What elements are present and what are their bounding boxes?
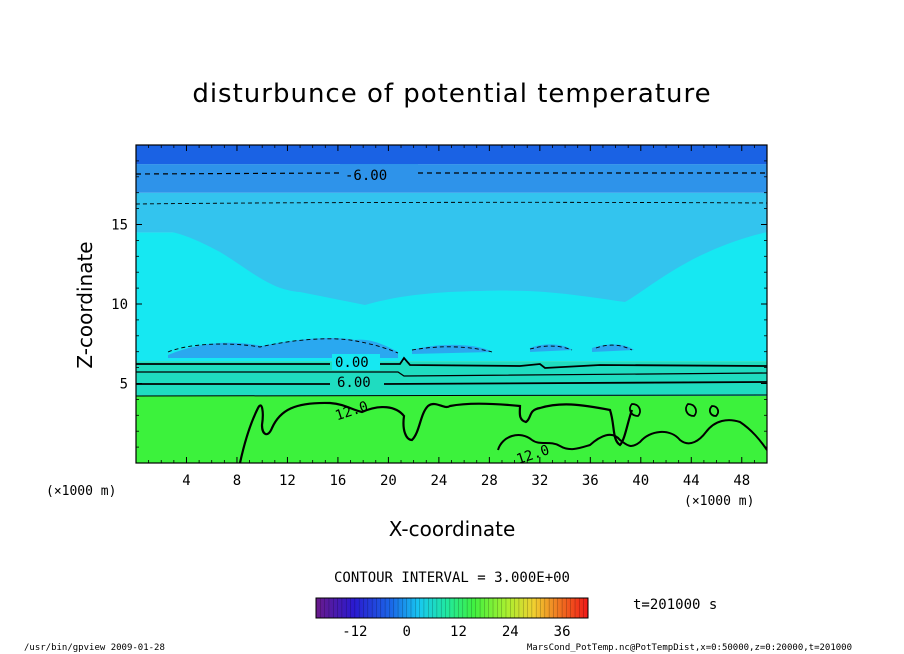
green-upper-band [136, 392, 767, 463]
color-level-band-5 [136, 145, 767, 165]
footer-right: MarsCond_PotTemp.nc@PotTempDist,x=0:5000… [527, 643, 852, 653]
colorbar-stripes [320, 598, 584, 618]
teal-transition-band [136, 362, 767, 396]
x-tick-label: 12 [279, 473, 296, 489]
contour-interval: CONTOUR INTERVAL = 3.000E+00 [334, 570, 570, 586]
contour-12-small-loops [629, 403, 719, 417]
colorbar-tick-label: -12 [342, 624, 367, 640]
y-axis: 5 10 15 [111, 160, 767, 448]
contour-lines [136, 172, 767, 463]
colorbar-fill [315, 597, 589, 619]
label-bg-6 [333, 375, 383, 391]
contour-neg3 [136, 201, 767, 205]
upper-blue-bulge [136, 200, 767, 305]
y-tick-label: 5 [120, 377, 128, 393]
contour-6 [136, 381, 767, 385]
x-axis-label: X-coordinate [389, 517, 516, 541]
label-bg-neg6 [340, 164, 418, 182]
colorbar-tick-label: 0 [402, 624, 410, 640]
x-tick-label: 48 [733, 473, 750, 489]
time-label: t=201000 s [633, 597, 717, 613]
contour-label-zero: 0.00 [335, 355, 369, 371]
contour-3 [136, 371, 767, 377]
colorbar-ticks: -12 0 12 24 36 [342, 624, 570, 640]
color-level-band-4 [136, 164, 767, 193]
footer-left: /usr/bin/gpview 2009-01-28 [24, 643, 165, 653]
contour-label-neg6: -6.00 [345, 168, 387, 184]
x-axis: 4 8 12 16 20 24 28 32 36 40 44 48 [148, 145, 768, 489]
x-tick-label: 40 [632, 473, 649, 489]
x-tick-label: 36 [582, 473, 599, 489]
y-tick-label: 15 [111, 218, 128, 234]
contour-12-left [238, 401, 634, 463]
colorbar-tick-label: 24 [502, 624, 519, 640]
x-tick-label: 20 [380, 473, 397, 489]
contour-12-right-blob [497, 419, 767, 451]
y-axis-label: Z-coordinate [73, 241, 97, 368]
x-tick-label: 32 [531, 473, 548, 489]
x-tick-label: 28 [481, 473, 498, 489]
contour-neg-small [167, 338, 633, 354]
label-bg-zero [332, 354, 380, 370]
blue-patches [168, 337, 634, 358]
x-tick-label: 4 [182, 473, 190, 489]
colorbar-tick-label: 12 [450, 624, 467, 640]
field-shapes [136, 200, 767, 463]
chart-title: disturbunce of potential temperature [192, 79, 711, 109]
x-tick-label: 44 [683, 473, 700, 489]
contour-labels: -6.00 0.00 6.00 12.0 12.0 [332, 164, 552, 468]
contour-neg6 [136, 172, 767, 175]
colorbar: -12 0 12 24 36 [315, 597, 589, 640]
contour-label-6: 6.00 [337, 375, 371, 391]
y-tick-label: 10 [111, 297, 128, 313]
colorbar-tick-label: 36 [554, 624, 571, 640]
x-tick-label: 8 [233, 473, 241, 489]
x-unit-right: (×1000 m) [684, 494, 754, 509]
x-unit-left: (×1000 m) [46, 484, 116, 499]
contour-zero [136, 356, 767, 369]
contour-9 [136, 394, 767, 397]
x-tick-label: 16 [329, 473, 346, 489]
x-tick-label: 24 [430, 473, 447, 489]
